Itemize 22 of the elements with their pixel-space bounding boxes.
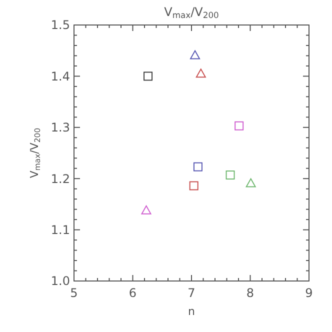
point (234, 121, 244, 130)
point (193, 162, 202, 172)
y-tick-label: 1.0 (50, 274, 70, 288)
x-tick-label: 6 (128, 286, 137, 300)
point (196, 68, 206, 78)
point (246, 178, 256, 188)
x-axis-title: n (188, 305, 196, 318)
y-tick-label: 1.3 (50, 120, 70, 135)
chart-title: V$_{max}$/V$_{200}$ (164, 5, 219, 20)
point (144, 72, 153, 81)
y-tick-label: 1.1 (50, 223, 70, 237)
point (190, 50, 200, 60)
point (226, 170, 235, 180)
x-tick-label: 7 (188, 286, 196, 300)
y-tick-label: 1.2 (50, 172, 70, 186)
point (141, 205, 152, 214)
x-tick-label: 8 (246, 286, 254, 300)
x-tick-label: 9 (305, 286, 313, 300)
y-tick-label: 1.4 (50, 69, 70, 84)
y-tick-label: 1.5 (50, 18, 70, 32)
point (189, 181, 198, 190)
x-tick-label: 5 (70, 286, 78, 300)
